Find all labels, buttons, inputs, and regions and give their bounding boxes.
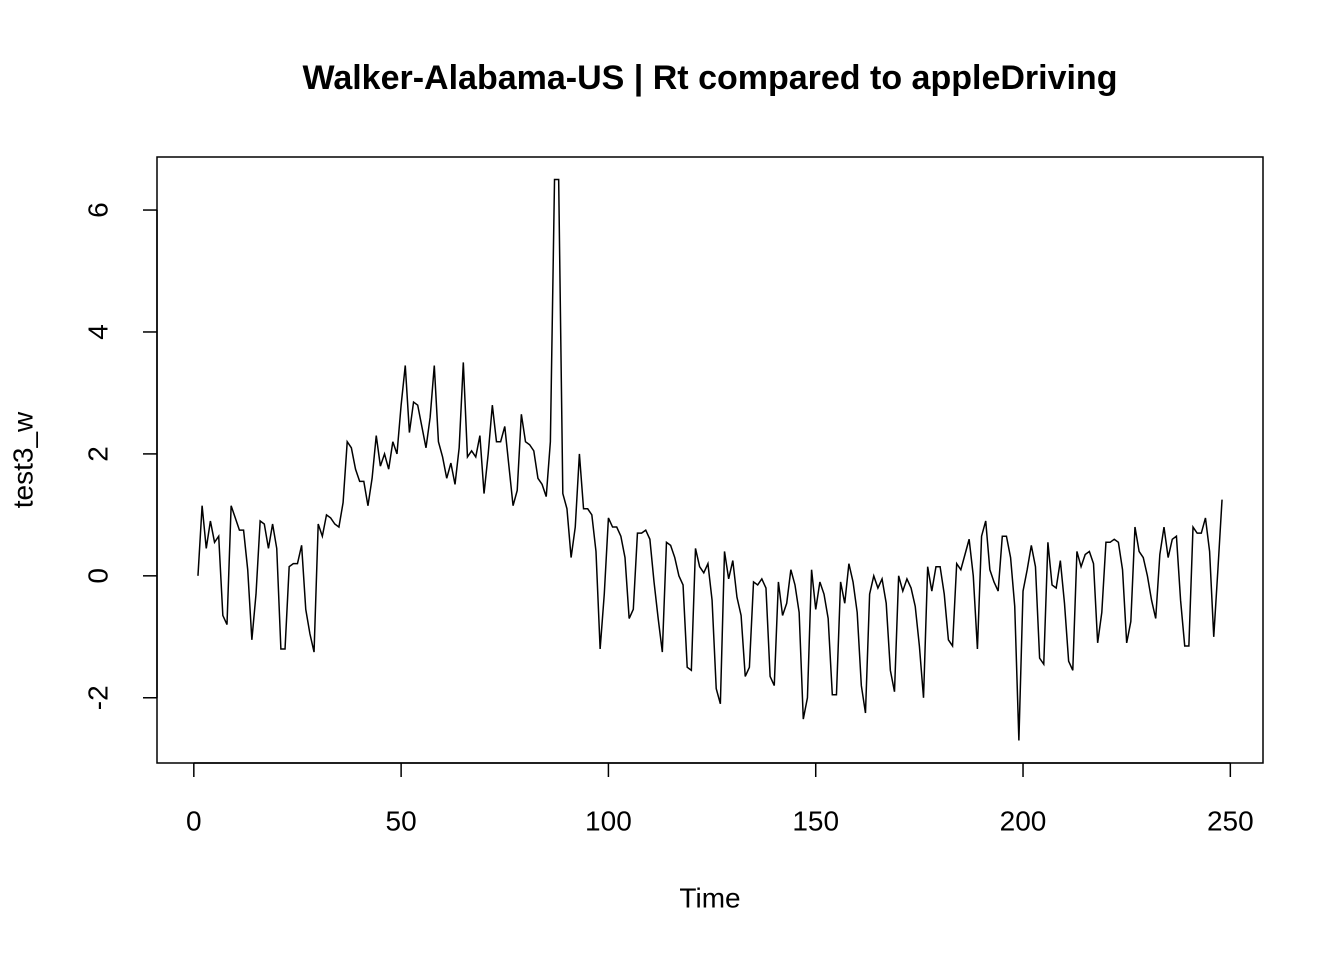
chart-title: Walker-Alabama-US | Rt compared to apple…: [303, 59, 1118, 97]
x-tick-label: 100: [585, 805, 632, 836]
x-tick-label: 200: [1000, 805, 1047, 836]
y-tick-label: -2: [82, 685, 113, 710]
x-tick-label: 150: [792, 805, 839, 836]
line-series: [197, 178, 1223, 741]
x-tick-label: 50: [386, 805, 417, 836]
y-tick-label: 2: [82, 446, 113, 462]
x-tick-label: 0: [186, 805, 202, 836]
x-axis-label: Time: [679, 882, 740, 913]
y-axis-label: test3_w: [7, 411, 38, 508]
y-tick-label: 0: [82, 568, 113, 584]
x-tick-label: 250: [1207, 805, 1254, 836]
y-tick-label: 6: [82, 202, 113, 218]
plot-frame: [156, 156, 1264, 764]
y-tick-label: 4: [82, 324, 113, 340]
